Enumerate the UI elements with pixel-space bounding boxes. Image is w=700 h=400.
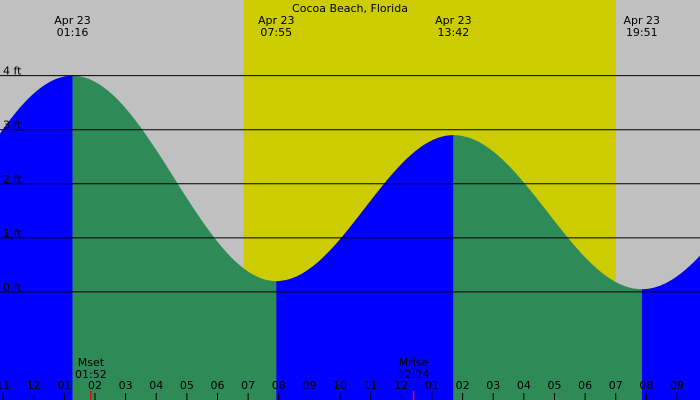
extreme-time-label: 01:16: [57, 26, 89, 39]
hour-tick-label: 11: [0, 379, 10, 392]
falling-tide-segment: [453, 135, 642, 400]
y-tick-label: 2 ft: [3, 173, 22, 186]
hour-tick-label: 07: [241, 379, 255, 392]
hour-tick-label: 02: [456, 379, 470, 392]
y-tick-label: 4 ft: [3, 65, 22, 78]
hour-tick-label: 11: [364, 379, 378, 392]
y-tick-label: 1 ft: [3, 227, 22, 240]
hour-tick-label: 04: [517, 379, 531, 392]
extreme-date-label: Apr 23: [258, 14, 295, 27]
hour-tick-label: 10: [333, 379, 347, 392]
hour-tick-label: 04: [149, 379, 163, 392]
y-tick-label: 0 ft: [3, 281, 22, 294]
hour-tick-label: 08: [272, 379, 286, 392]
gridline-group: [0, 75, 700, 293]
hour-tick-label: 01: [425, 379, 439, 392]
y-tick-label: 3 ft: [3, 119, 22, 132]
extreme-time-label: 13:42: [438, 26, 470, 39]
extreme-date-label: Apr 23: [435, 14, 472, 27]
hour-tick-label: 09: [670, 379, 684, 392]
hour-tick-label: 06: [578, 379, 592, 392]
hour-tick-label: 03: [486, 379, 500, 392]
moon-event-time: 01:52: [75, 368, 107, 381]
hour-tick-label: 12: [27, 379, 41, 392]
hour-tick-label: 09: [302, 379, 316, 392]
hour-tick-label: 06: [211, 379, 225, 392]
extreme-date-label: Apr 23: [54, 14, 91, 27]
rising-tide-segment: [276, 135, 454, 400]
hour-tick-label: 05: [547, 379, 561, 392]
hour-tick-label: 12: [394, 379, 408, 392]
hour-tick-label: 08: [639, 379, 653, 392]
hour-tick-label: 05: [180, 379, 194, 392]
moon-event-label: Mrise: [399, 356, 429, 369]
y-axis-labels: 4 ft 3 ft 2 ft 1 ft 0 ft: [3, 65, 22, 294]
extreme-time-label: 19:51: [626, 26, 658, 39]
chart-title: Cocoa Beach, Florida: [292, 2, 408, 15]
moon-event-time: 12:24: [398, 368, 430, 381]
hour-axis: 11 12 01 02 03 04 05 06 07 08 09 10 11 12 01 02 03 04 05 06…: [0, 379, 684, 400]
hour-tick-label: 03: [119, 379, 133, 392]
hour-tick-label: 02: [88, 379, 102, 392]
hour-tick-label: 01: [57, 379, 71, 392]
extreme-time-label: 07:55: [260, 26, 292, 39]
hour-tick-label: 07: [609, 379, 623, 392]
extreme-date-label: Apr 23: [624, 14, 661, 27]
moon-event-label: Mset: [78, 356, 105, 369]
